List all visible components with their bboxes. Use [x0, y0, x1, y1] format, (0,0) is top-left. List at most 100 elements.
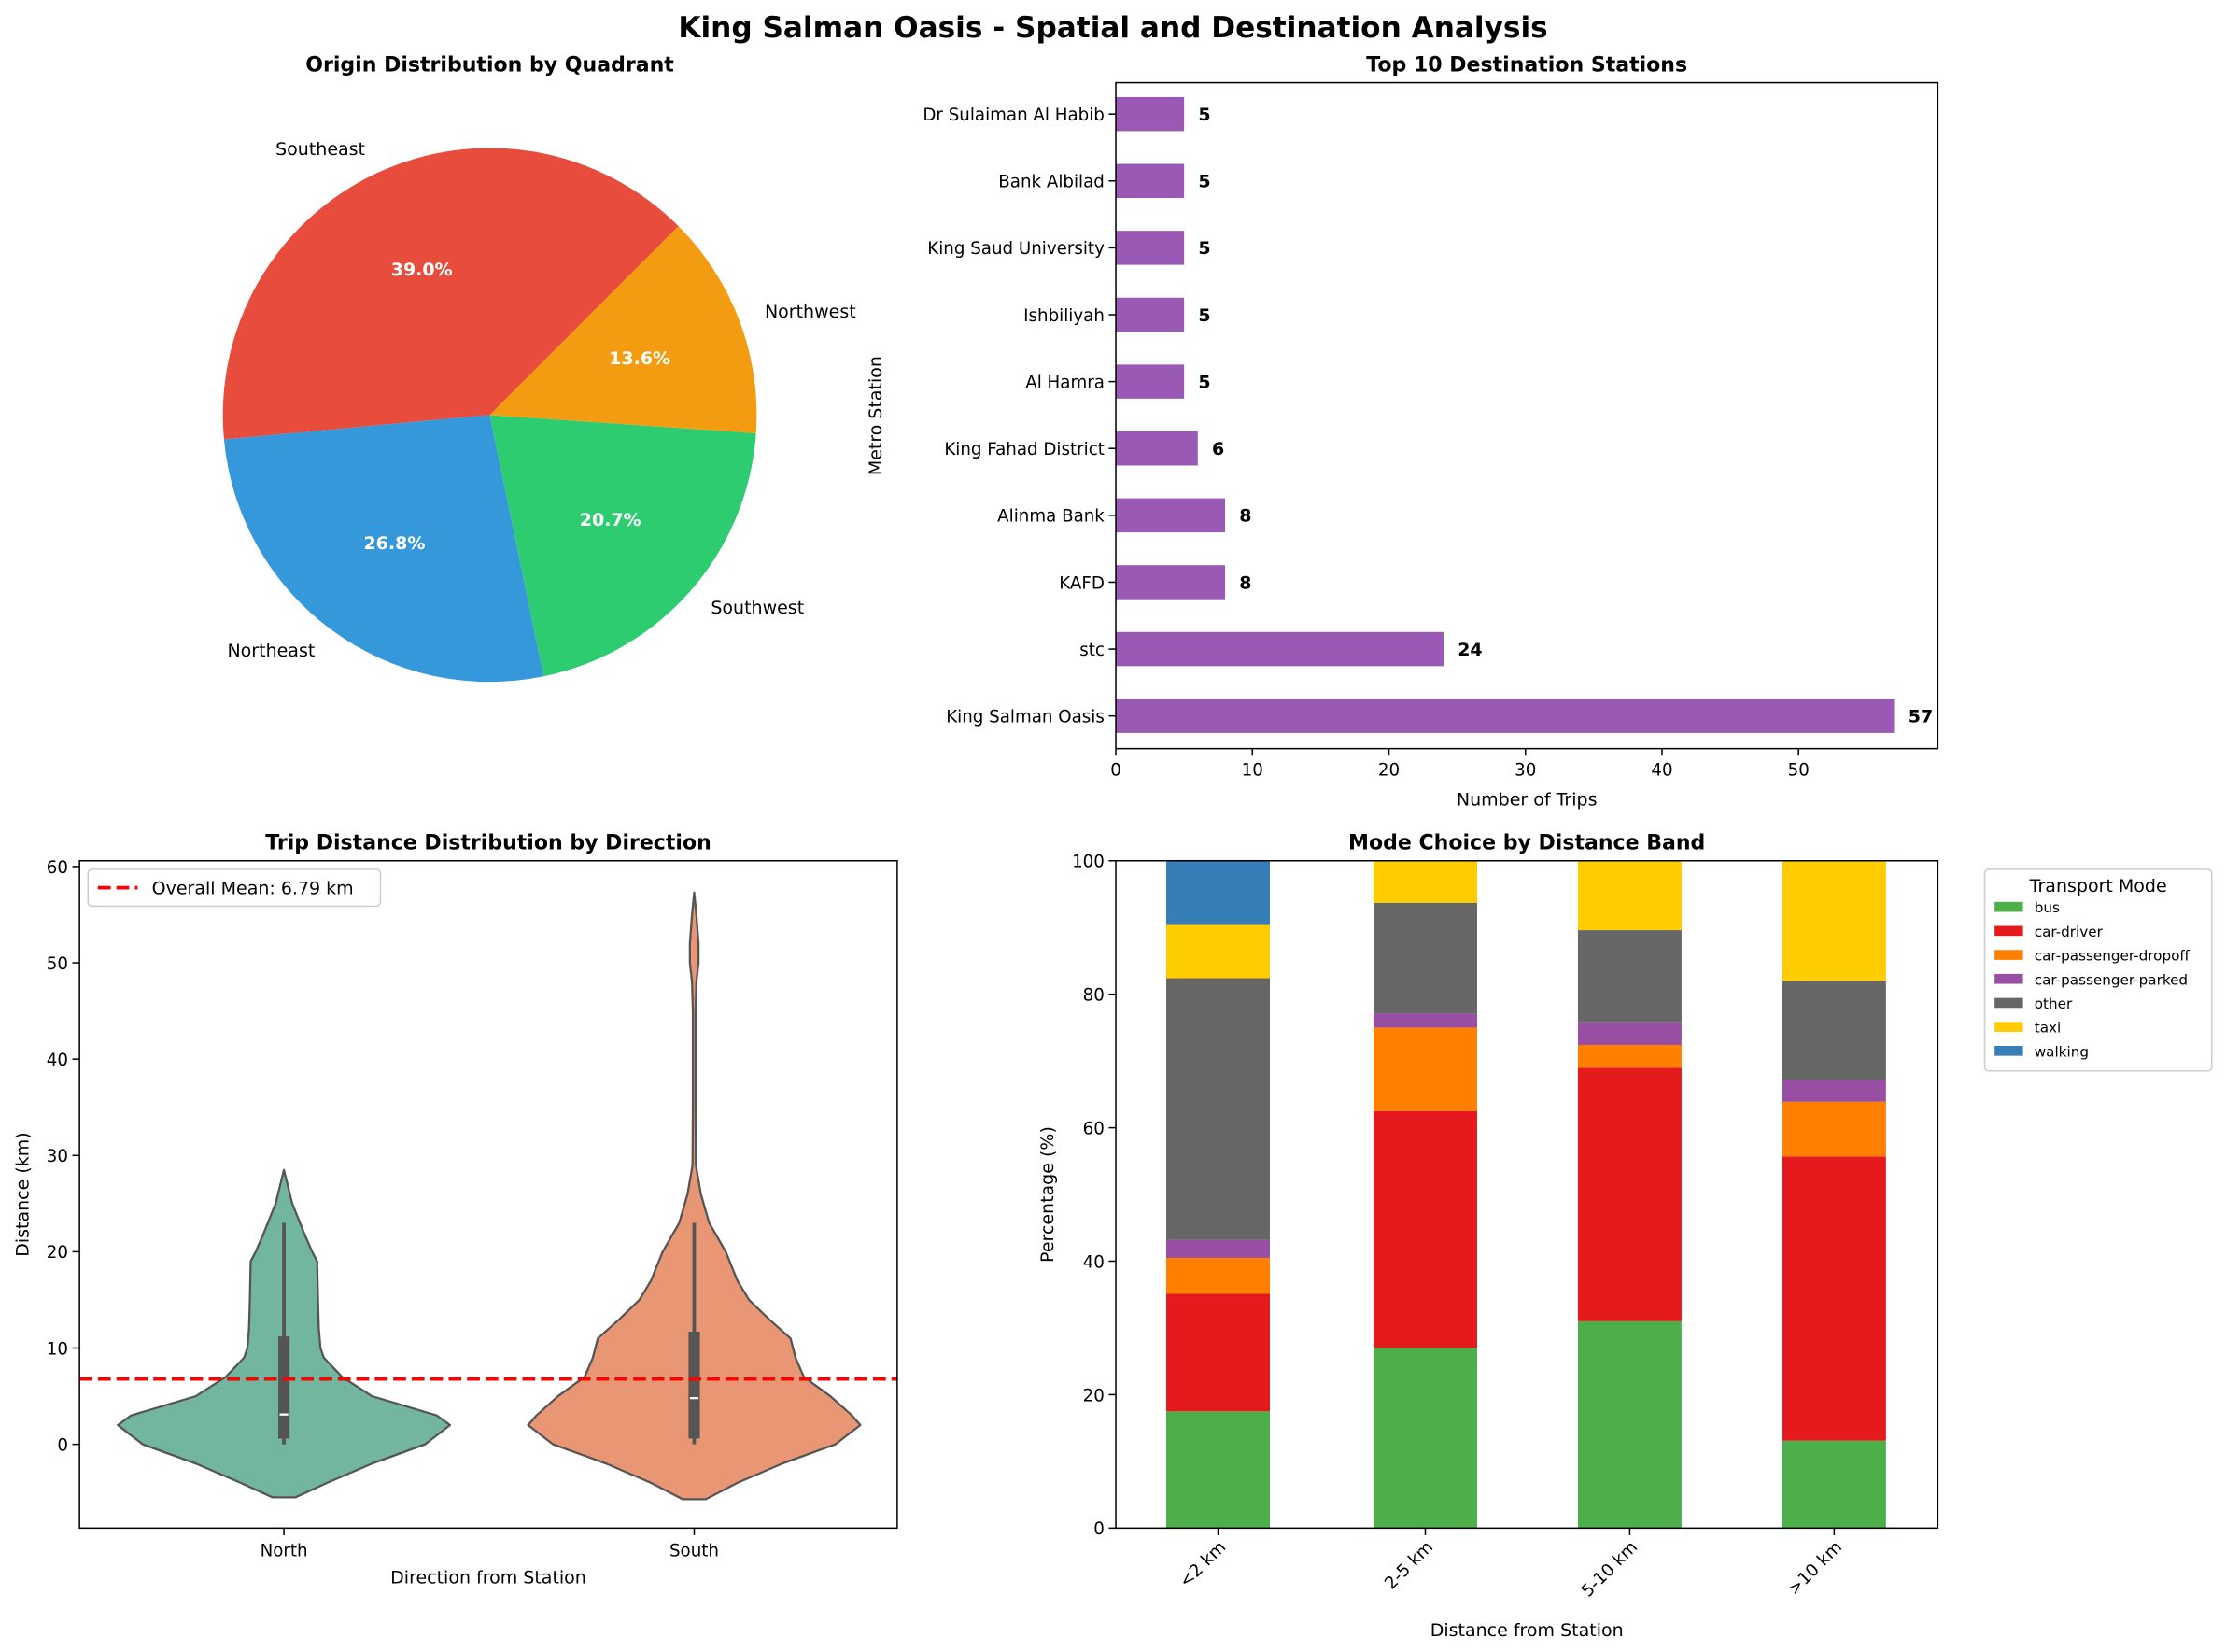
plot-frame	[1115, 859, 1939, 1530]
violin-iqr-box	[278, 1336, 290, 1439]
bar-value-label: 8	[1239, 506, 1251, 527]
legend: Overall Mean: 6.79 km	[87, 868, 382, 908]
y-tick-label: Al Hamra	[1025, 373, 1105, 392]
x-tick-label: 2-5 km	[1381, 1537, 1437, 1593]
bar-value-label: 6	[1212, 439, 1224, 459]
y-tick-label: 80	[1083, 986, 1105, 1006]
x-tick-label: South	[669, 1542, 719, 1561]
pie-chart: Origin Distribution by Quadrant 39.0% Sout…	[222, 53, 856, 683]
y-tick-label: 30	[47, 1147, 68, 1166]
bar-segment-other	[1166, 978, 1271, 1240]
x-axis-label: Direction from Station	[390, 1568, 586, 1588]
pie-pct-label: 26.8%	[363, 533, 425, 554]
pie-title: Origin Distribution by Quadrant	[305, 53, 674, 77]
legend-box	[87, 868, 382, 908]
legend-label: walking	[2035, 1043, 2089, 1060]
bar	[1116, 364, 1185, 399]
y-tick-label: King Saud University	[927, 239, 1105, 259]
bar-segment-car-passenger-dropoff	[1166, 1257, 1271, 1294]
legend-label: other	[2035, 995, 2073, 1012]
legend-swatch	[1994, 973, 2023, 984]
y-tick-label: KAFD	[1059, 573, 1105, 593]
legend-swatch	[1994, 1022, 2023, 1032]
x-tick-label: 50	[1788, 761, 1810, 781]
x-axis-label: Number of Trips	[1457, 789, 1598, 810]
bar-value-label: 5	[1198, 372, 1210, 392]
legend-swatch	[1994, 925, 2023, 937]
legend-label: car-driver	[2035, 924, 2104, 940]
bar-segment-car-driver	[1373, 1110, 1477, 1348]
y-tick-label: 10	[47, 1339, 68, 1359]
pie-slice-southeast	[222, 148, 679, 440]
y-tick-label: Bank Albilad	[998, 173, 1105, 192]
bar-segment-car-driver	[1166, 1293, 1271, 1412]
y-tick-label: Alinma Bank	[997, 507, 1105, 527]
x-tick-label: 40	[1651, 761, 1672, 781]
y-tick-label: King Salman Oasis	[946, 708, 1105, 727]
legend-label: taxi	[2035, 1020, 2061, 1037]
bar	[1116, 565, 1226, 600]
bar	[1116, 297, 1185, 332]
bar-segment-taxi	[1577, 860, 1682, 931]
x-tick-label: 10	[1242, 761, 1263, 781]
x-tick-label: 30	[1515, 761, 1536, 781]
bar-segment-car-passenger-parked	[1782, 1080, 1886, 1102]
y-tick-label: Dr Sulaiman Al Habib	[923, 106, 1105, 125]
pie-slice-northwest	[489, 226, 757, 433]
x-tick-label: North	[261, 1542, 308, 1561]
pie-slice-label: Northeast	[227, 641, 315, 661]
x-tick-label: 20	[1378, 761, 1400, 781]
bar	[1116, 498, 1226, 533]
pie-pct-label: 20.7%	[580, 510, 641, 530]
legend-title: Transport Mode	[2029, 876, 2167, 897]
bar	[1116, 699, 1895, 733]
x-axis-label: Distance from Station	[1430, 1620, 1624, 1641]
y-axis-label: Percentage (%)	[1037, 1126, 1058, 1263]
pie-slice-southwest	[489, 415, 756, 677]
y-tick-label: 50	[47, 954, 68, 974]
bar-value-label: 5	[1198, 305, 1210, 326]
pie-pct-label: 13.6%	[609, 348, 670, 369]
y-tick-label: 60	[47, 858, 68, 878]
bar	[1116, 431, 1198, 466]
bar-value-label: 5	[1198, 172, 1210, 192]
bar-segment-taxi	[1373, 860, 1477, 903]
y-tick-label: 20	[47, 1243, 68, 1263]
plot-frame	[78, 859, 898, 1530]
legend-label: car-passenger-dropoff	[2035, 948, 2191, 965]
destination-bar-chart: Top 10 Destination Stations 57 King Salman…	[866, 53, 1939, 810]
legend-label: Overall Mean: 6.79 km	[152, 878, 354, 898]
plot-frame	[1115, 81, 1939, 750]
bar-segment-walking	[1166, 860, 1271, 925]
x-tick-label: >10 km	[1784, 1537, 1846, 1599]
legend-swatch	[1994, 997, 2023, 1009]
pie-slice-label: Southeast	[275, 139, 365, 160]
y-tick-label: 100	[1072, 853, 1105, 872]
x-tick-label: 0	[1110, 761, 1121, 781]
bar-segment-other	[1577, 930, 1682, 1023]
bar-segment-car-passenger-dropoff	[1577, 1044, 1682, 1068]
y-tick-label: 20	[1083, 1386, 1105, 1405]
y-axis-label: Distance (km)	[12, 1132, 33, 1256]
bar	[1116, 163, 1185, 199]
y-tick-label: 0	[57, 1435, 68, 1455]
violin-title: Trip Distance Distribution by Direction	[265, 832, 711, 855]
y-tick-label: 40	[1083, 1252, 1105, 1272]
legend-swatch	[1994, 901, 2023, 912]
bar-segment-car-passenger-dropoff	[1373, 1027, 1477, 1111]
violin-iqr-box	[688, 1331, 700, 1439]
legend-label: bus	[2035, 899, 2060, 916]
bar-segment-bus	[1166, 1411, 1271, 1529]
bar-segment-taxi	[1166, 924, 1271, 979]
x-tick-label: <2 km	[1176, 1537, 1230, 1591]
violin-chart: Trip Distance Distribution by Direction N…	[12, 832, 898, 1588]
legend-swatch	[1994, 1046, 2023, 1056]
bar-segment-car-driver	[1782, 1156, 1886, 1441]
bar-segment-car-passenger-parked	[1166, 1239, 1271, 1258]
y-tick-label: 60	[1083, 1119, 1105, 1138]
y-tick-label: 40	[47, 1051, 68, 1070]
bar-segment-car-passenger-parked	[1577, 1022, 1682, 1045]
bar-value-label: 5	[1198, 105, 1210, 125]
y-tick-label: Ishbiliyah	[1023, 306, 1105, 326]
